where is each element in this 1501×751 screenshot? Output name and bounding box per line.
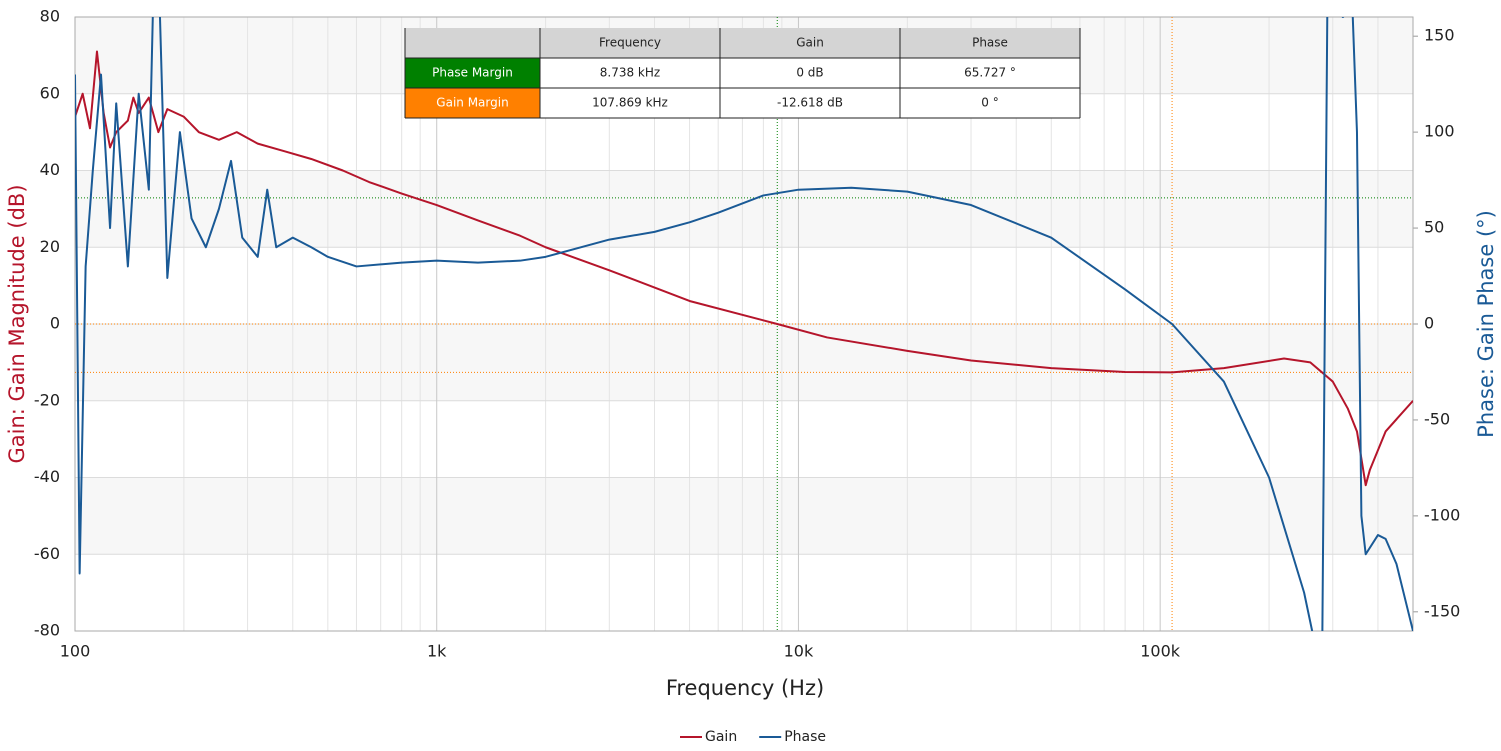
y2-tick-label: 0 [1424,314,1434,333]
table-row-label-bg [405,88,540,118]
table-header-bg [405,28,1080,58]
grid-band [75,170,1413,248]
y-tick-label: -60 [34,544,60,563]
table-header: Frequency [599,36,661,50]
x-tick-label: 10k [784,642,814,661]
y-tick-label: -20 [34,390,60,409]
y-tick-label: 20 [40,237,60,256]
table-cell: -12.618 dB [777,96,843,110]
legend-label: Phase [784,729,826,745]
y-axis-label: Gain: Gain Magnitude (dB) [5,184,29,463]
table-cell: 0 dB [796,66,823,80]
table-cell: 8.738 kHz [600,66,660,80]
x-tick-label: 1k [427,642,447,661]
table-cell: 65.727 ° [964,66,1016,80]
y2-tick-label: 100 [1424,122,1455,141]
series-line [75,50,1413,487]
y-tick-label: 40 [40,160,60,179]
plot-area [75,17,1413,631]
y2-tick-label: 50 [1424,218,1444,237]
x-tick-label: 100k [1140,642,1181,661]
table-row-label: Gain Margin [436,96,508,110]
grid-band [75,324,1413,401]
table-row-label: Phase Margin [432,66,513,80]
y-tick-label: -80 [34,621,60,640]
y2-tick-label: -50 [1424,409,1450,428]
table-cell: 107.869 kHz [592,96,668,110]
y-tick-label: 80 [40,7,60,26]
table-header: Gain [796,36,824,50]
table-row-label-bg [405,58,540,88]
legend-label: Gain [705,729,737,745]
y2-tick-label: -150 [1424,601,1460,620]
table-header: Phase [972,36,1008,50]
table-cell: 0 ° [981,96,998,110]
y-tick-label: 0 [50,314,60,333]
y2-tick-label: 150 [1424,26,1455,45]
y-tick-label: 60 [40,83,60,102]
series-line [75,17,1413,631]
y2-tick-label: -100 [1424,505,1460,524]
x-axis-label: Frequency (Hz) [666,676,824,700]
y-tick-label: -40 [34,467,60,486]
y2-axis-label: Phase: Gain Phase (°) [1474,210,1498,438]
x-tick-label: 100 [60,642,91,661]
grid-band [75,477,1413,555]
